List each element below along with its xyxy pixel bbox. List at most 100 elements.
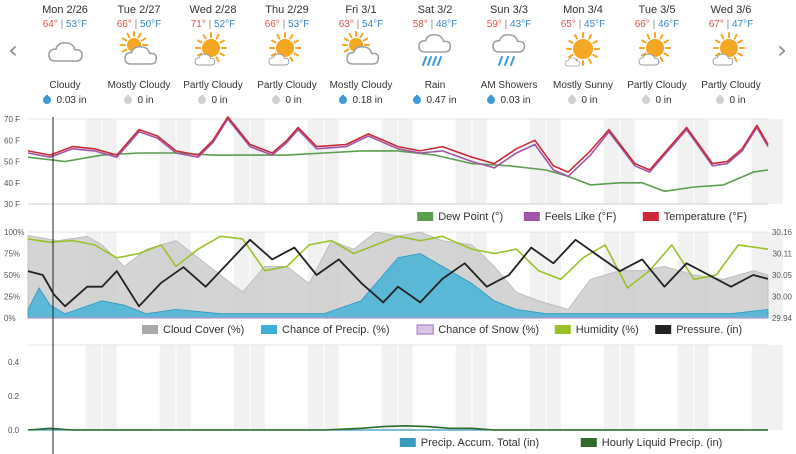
day-precip: 0 in bbox=[102, 94, 176, 106]
day-forecast: Mon 2/26 64° | 53°F Cloudy 0.03 in bbox=[28, 0, 102, 112]
sun-ray bbox=[271, 39, 277, 44]
cloud-outline bbox=[268, 53, 290, 66]
chevron-left-icon: ‹ bbox=[8, 36, 18, 64]
night-band bbox=[381, 119, 413, 204]
night-band bbox=[751, 345, 783, 430]
y-tick-label: 40 F bbox=[4, 179, 20, 188]
day-temps: 65° | 45°F bbox=[546, 19, 620, 30]
y-tick-label: 29.94 bbox=[772, 314, 793, 323]
day-date: Thu 2/29 bbox=[265, 4, 309, 16]
raindrop bbox=[510, 56, 515, 66]
night-band bbox=[677, 345, 709, 430]
night-bands bbox=[28, 345, 783, 430]
day-separators bbox=[101, 345, 695, 430]
temp-separator: | bbox=[205, 19, 215, 30]
legend-item[interactable]: Pressure. (in) bbox=[655, 324, 742, 336]
night-band bbox=[85, 345, 117, 430]
legend-item[interactable]: Precip. Accum. Total (in) bbox=[399, 437, 539, 449]
sun-ray bbox=[137, 32, 142, 39]
precip-amount: 0.18 in bbox=[352, 95, 383, 106]
sun-ray bbox=[121, 37, 128, 42]
day-precip: 0 in bbox=[250, 94, 324, 106]
raindrop-icon bbox=[270, 94, 283, 106]
legend-item[interactable]: Chance of Precip. (%) bbox=[261, 324, 390, 336]
day-precip: 0.03 in bbox=[472, 94, 546, 106]
precip-amount: 0 in bbox=[655, 95, 672, 106]
legend-item[interactable]: Humidity (%) bbox=[554, 324, 639, 336]
sun-ray bbox=[733, 56, 738, 62]
legend-label: Temperature (°F) bbox=[664, 211, 747, 223]
legend-label: Hourly Liquid Precip. (in) bbox=[602, 437, 722, 449]
y-tick-label: 30.05 bbox=[772, 271, 793, 280]
legend-label: Dew Point (°) bbox=[438, 211, 503, 223]
cloud-shape bbox=[492, 34, 526, 53]
legend-label: Chance of Snow (%) bbox=[438, 324, 539, 336]
next-arrow-button[interactable]: › bbox=[774, 36, 790, 64]
legend-swatch bbox=[261, 325, 277, 334]
night-band bbox=[603, 119, 635, 204]
legend-item[interactable]: Hourly Liquid Precip. (in) bbox=[580, 437, 722, 449]
low-temp: 52°F bbox=[214, 19, 236, 30]
prev-arrow-button[interactable]: ‹ bbox=[5, 36, 21, 64]
day-condition: Partly Cloudy bbox=[627, 80, 687, 91]
high-temp: 67° bbox=[708, 19, 724, 30]
sun-ray bbox=[659, 56, 664, 62]
sun-ray bbox=[592, 54, 598, 58]
cloud-outline bbox=[638, 53, 660, 66]
low-temp: 53°F bbox=[66, 19, 88, 30]
day-condition: Cloudy bbox=[49, 80, 81, 91]
precip-chance-area bbox=[27, 253, 769, 319]
day-precip: 0.03 in bbox=[28, 94, 102, 106]
y-tick-label: 0.0 bbox=[8, 426, 20, 435]
day-temps: 66° | 46°F bbox=[620, 19, 694, 30]
sun-disc bbox=[276, 39, 294, 57]
showers-icon bbox=[492, 34, 526, 66]
high-temp: 63° bbox=[338, 19, 354, 30]
hourly-precip-line bbox=[27, 424, 768, 431]
night-band bbox=[381, 345, 413, 430]
low-temp: 54°F bbox=[362, 19, 384, 30]
day-date: Fri 3/1 bbox=[345, 4, 377, 16]
sun-ray bbox=[574, 34, 578, 40]
high-temp: 66° bbox=[116, 19, 132, 30]
sun-ray bbox=[733, 34, 738, 40]
raindrop-icon bbox=[337, 94, 350, 106]
day-condition: Mostly Cloudy bbox=[329, 80, 393, 91]
y-tick-label: 0.2 bbox=[8, 392, 20, 401]
sun-ray bbox=[715, 52, 721, 57]
legend-item[interactable]: Feels Like (°F) bbox=[523, 211, 617, 223]
legend-item[interactable]: Chance of Snow (%) bbox=[416, 324, 539, 336]
legend-item[interactable]: Dew Point (°) bbox=[417, 211, 503, 223]
legend-label: Chance of Precip. (%) bbox=[282, 324, 390, 336]
sun-ray bbox=[588, 34, 592, 40]
weather-icon bbox=[193, 31, 233, 71]
temp-y-axis: 70 F 60 F 50 F 40 F 30 F bbox=[4, 115, 20, 209]
partly-cloudy-icon bbox=[194, 32, 227, 66]
y-tick-label: 30 F bbox=[4, 200, 20, 209]
rain-icon bbox=[418, 34, 452, 66]
high-temp: 59° bbox=[486, 19, 502, 30]
legend-swatch bbox=[142, 325, 158, 334]
night-band bbox=[307, 119, 339, 204]
weather-icon bbox=[415, 31, 455, 71]
legend-swatch bbox=[655, 325, 672, 334]
precip-amount: 0.03 in bbox=[500, 95, 531, 106]
y-tick-label: 75% bbox=[4, 250, 20, 259]
night-band bbox=[603, 345, 635, 430]
day-date: Tue 3/5 bbox=[638, 4, 676, 16]
raindrop bbox=[427, 56, 432, 66]
high-temp: 65° bbox=[560, 19, 576, 30]
raindrop bbox=[437, 56, 442, 66]
legend-item[interactable]: Cloud Cover (%) bbox=[142, 324, 244, 336]
day-forecast: Fri 3/1 63° | 54°F Mostly Cloudy 0.18 in bbox=[324, 0, 398, 112]
chart-legend: Cloud Cover (%) Chance of Precip. (%) Chan… bbox=[142, 324, 742, 336]
weather-icon bbox=[267, 31, 307, 71]
day-precip: 0.18 in bbox=[324, 94, 398, 106]
raindrop-icon bbox=[196, 94, 209, 106]
chevron-right-icon: › bbox=[777, 36, 787, 64]
low-temp: 48°F bbox=[436, 19, 458, 30]
chart-legend: Dew Point (°) Feels Like (°F) Temperature … bbox=[417, 211, 747, 223]
high-temp: 66° bbox=[264, 19, 280, 30]
legend-item[interactable]: Temperature (°F) bbox=[642, 211, 747, 223]
